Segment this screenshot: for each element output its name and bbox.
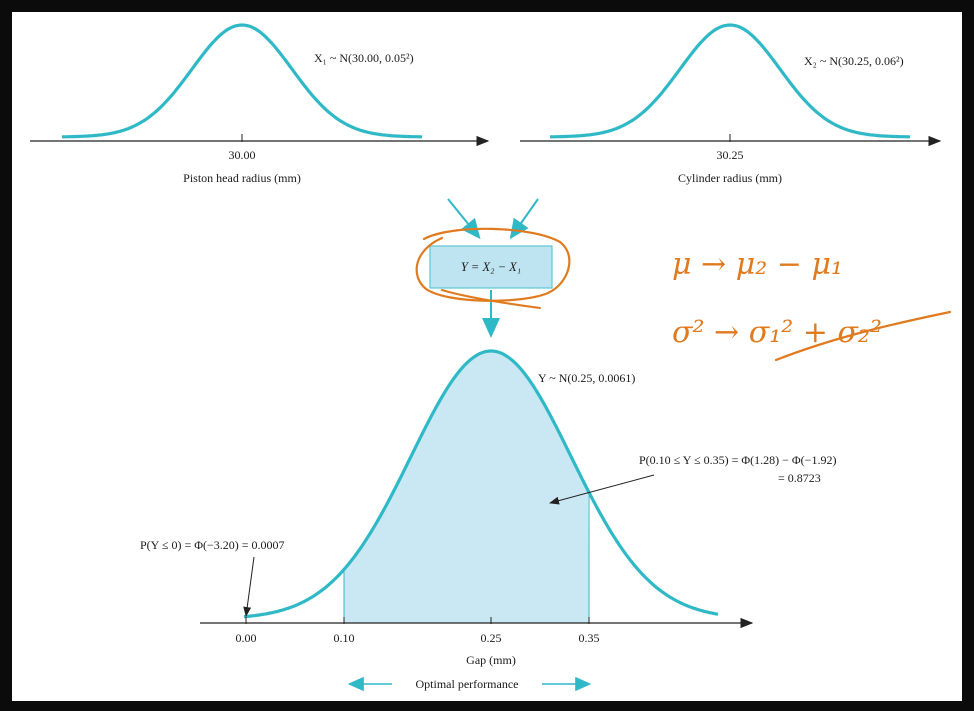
slide-frame: 30.00 Piston head radius (mm) X₁ ~ N(30.… bbox=[12, 12, 962, 701]
combine-box: Y = X₂ − X₁ bbox=[429, 245, 553, 289]
gap-normal-curve bbox=[243, 349, 719, 619]
hand-tail bbox=[441, 289, 541, 309]
gap-tick-label: 0.35 bbox=[579, 631, 600, 645]
cylinder-dist-label: X₂ ~ N(30.25, 0.06²) bbox=[804, 54, 904, 68]
cylinder-distribution: 30.25 Cylinder radius (mm) X₂ ~ N(30.25,… bbox=[520, 23, 942, 185]
gap-tick-label: 0.25 bbox=[481, 631, 502, 645]
combine-box-text: Y = X₂ − X₁ bbox=[461, 260, 521, 274]
optimal-range-label: Optimal performance bbox=[416, 677, 519, 691]
piston-head-distribution: 30.00 Piston head radius (mm) X₁ ~ N(30.… bbox=[30, 23, 490, 185]
gap-tick-label: 0.10 bbox=[334, 631, 355, 645]
hand-note-mean: μ → μ₂ − μ₁ bbox=[672, 247, 843, 282]
cylinder-axis-label: Cylinder radius (mm) bbox=[678, 171, 782, 185]
diagram-canvas: 30.00 Piston head radius (mm) X₁ ~ N(30.… bbox=[30, 23, 952, 692]
gap-distribution: 0.00 0.10 0.25 0.35 Gap (mm) Y ~ N(0.25, 0.… bbox=[140, 349, 836, 692]
hand-circle bbox=[415, 227, 571, 302]
gap-tick-label: 0.00 bbox=[236, 631, 257, 645]
piston-dist-label: X₁ ~ N(30.00, 0.05²) bbox=[314, 51, 414, 65]
cylinder-tick-label: 30.25 bbox=[717, 148, 744, 162]
tail-prob: P(Y ≤ 0) = Φ(−3.20) = 0.0007 bbox=[140, 538, 285, 552]
piston-axis-label: Piston head radius (mm) bbox=[183, 171, 301, 185]
area-pointer bbox=[549, 474, 655, 505]
area-prob-line1: P(0.10 ≤ Y ≤ 0.35) = Φ(1.28) − Φ(−1.92) bbox=[639, 453, 836, 467]
tail-pointer bbox=[243, 556, 255, 617]
piston-normal-curve bbox=[62, 23, 422, 139]
piston-tick-label: 30.00 bbox=[229, 148, 256, 162]
area-prob-line2: = 0.8723 bbox=[778, 471, 821, 485]
gap-axis-label: Gap (mm) bbox=[466, 653, 516, 667]
hand-note-variance: σ² → σ₁² + σ₂² bbox=[672, 315, 882, 350]
cylinder-normal-curve bbox=[550, 23, 910, 139]
gap-dist-label: Y ~ N(0.25, 0.0061) bbox=[538, 371, 635, 385]
gap-ticks: 0.00 0.10 0.25 0.35 bbox=[236, 617, 600, 645]
hand-strike bbox=[774, 310, 952, 362]
combine-box-rect bbox=[429, 245, 553, 289]
gap-shaded-area bbox=[344, 351, 589, 623]
handwritten-notes: μ → μ₂ − μ₁ σ² → σ₁² + σ₂² bbox=[672, 247, 952, 362]
